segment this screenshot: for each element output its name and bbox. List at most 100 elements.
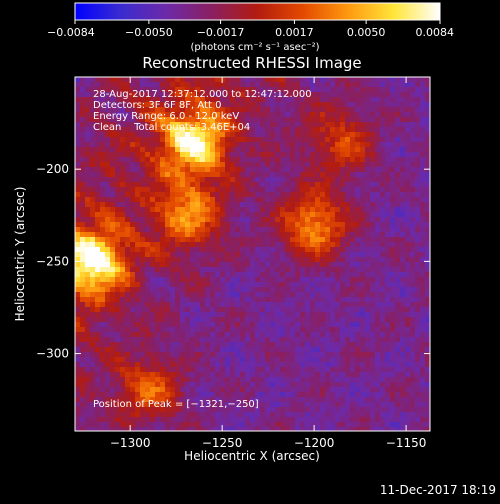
heatmap-cell [395,287,401,293]
heatmap-cell [330,262,336,268]
heatmap-cell [195,187,201,193]
heatmap-cell [375,277,381,283]
heatmap-cell [220,197,226,203]
heatmap-cell [345,212,351,218]
heatmap-cell [310,417,316,423]
heatmap-cell [185,307,191,313]
heatmap-cell [275,257,281,263]
heatmap-cell [235,312,241,318]
heatmap-cell [350,367,356,373]
heatmap-cell [320,77,326,83]
heatmap-cell [245,272,251,278]
heatmap-cell [275,287,281,293]
heatmap-cell [80,382,86,388]
heatmap-cell [240,267,246,273]
heatmap-cell [255,207,261,213]
heatmap-cell [175,142,181,148]
heatmap-cell [190,377,196,383]
heatmap-cell [260,362,266,368]
heatmap-cell [240,157,246,163]
heatmap-cell [355,352,361,358]
heatmap-cell [350,102,356,108]
heatmap-cell [75,142,81,148]
heatmap-cell [190,387,196,393]
heatmap-cell [110,382,116,388]
heatmap-cell [220,142,226,148]
heatmap-cell [115,252,121,258]
heatmap-cell [340,277,346,283]
heatmap-cell [180,282,186,288]
heatmap-cell [215,222,221,228]
heatmap-cell [295,117,301,123]
heatmap-cell [235,162,241,168]
heatmap-cell [420,297,426,303]
heatmap-cell [195,212,201,218]
heatmap-cell [380,382,386,388]
heatmap-cell [320,237,326,243]
heatmap-cell [160,382,166,388]
heatmap-cell [350,312,356,318]
heatmap-cell [225,327,231,333]
heatmap-cell [315,92,321,98]
heatmap-cell [345,107,351,113]
heatmap-cell [215,302,221,308]
heatmap-cell [180,422,186,428]
heatmap-cell [385,392,391,398]
heatmap-cell [85,152,91,158]
heatmap-cell [75,387,81,393]
heatmap-cell [390,177,396,183]
heatmap-cell [220,217,226,223]
heatmap-cell [365,227,371,233]
heatmap-cell [100,237,106,243]
heatmap-cell [410,212,416,218]
heatmap-cell [110,307,116,313]
heatmap-cell [115,317,121,323]
heatmap-cell [125,172,131,178]
heatmap-cell [220,252,226,258]
heatmap-cell [235,252,241,258]
heatmap-cell [320,122,326,128]
heatmap-cell [420,272,426,278]
heatmap-cell [100,202,106,208]
heatmap-cell [100,302,106,308]
heatmap-cell [140,272,146,278]
heatmap-cell [365,212,371,218]
heatmap-cell [235,222,241,228]
heatmap-cell [80,372,86,378]
heatmap-cell [265,232,271,238]
heatmap-cell [265,82,271,88]
heatmap-cell [410,392,416,398]
heatmap-cell [395,137,401,143]
heatmap-cell [350,247,356,253]
heatmap-cell [370,202,376,208]
heatmap-cell [385,167,391,173]
heatmap-cell [150,357,156,363]
heatmap-cell [80,302,86,308]
heatmap-cell [230,332,236,338]
heatmap-cell [355,332,361,338]
heatmap-cell [370,357,376,363]
heatmap-cell [220,342,226,348]
heatmap-cell [355,247,361,253]
heatmap-cell [395,357,401,363]
heatmap-cell [240,107,246,113]
heatmap-cell [380,287,386,293]
heatmap-cell [200,162,206,168]
heatmap-cell [405,152,411,158]
heatmap-cell [85,97,91,103]
heatmap-cell [120,252,126,258]
heatmap-cell [255,117,261,123]
heatmap-cell [75,367,81,373]
heatmap-cell [370,97,376,103]
heatmap-cell [125,252,131,258]
heatmap-cell [195,137,201,143]
heatmap-cell [215,282,221,288]
heatmap-cell [390,82,396,88]
heatmap-cell [100,337,106,343]
heatmap-cell [350,272,356,278]
heatmap-cell [245,347,251,353]
heatmap-cell [150,262,156,268]
heatmap-cell [395,127,401,133]
heatmap-cell [140,387,146,393]
heatmap-cell [420,207,426,213]
